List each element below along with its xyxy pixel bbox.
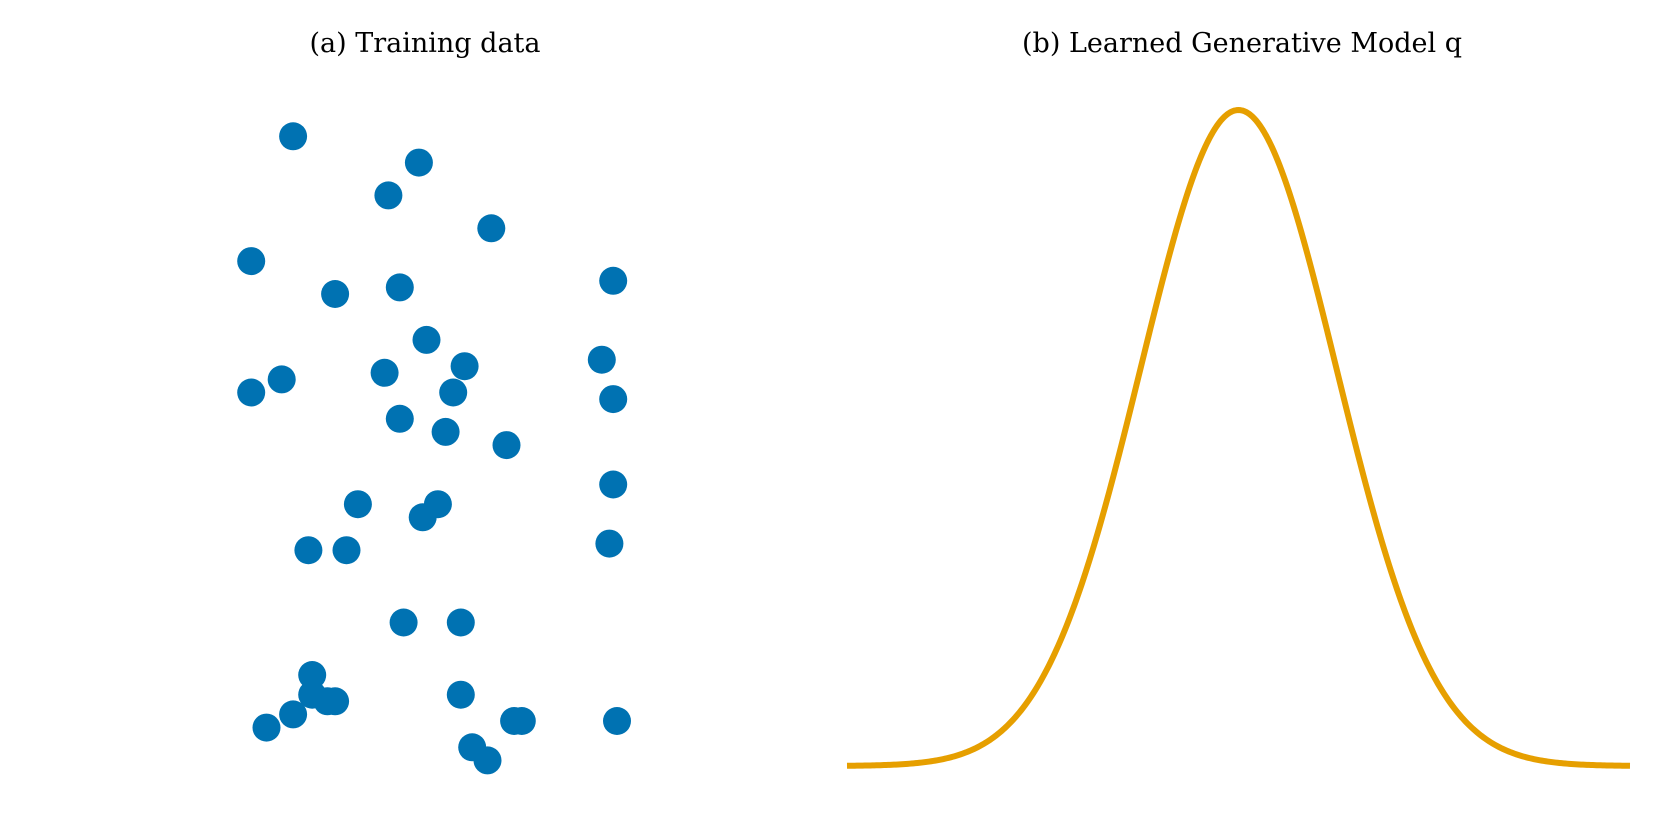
scatter-points <box>237 122 631 775</box>
data-point-26 <box>595 529 624 558</box>
data-point-14 <box>370 358 399 387</box>
data-point-35 <box>279 700 308 729</box>
data-point-24 <box>294 536 323 565</box>
data-point-18 <box>431 417 460 446</box>
density-curve <box>845 107 1632 769</box>
panel-a-title: (a) Training data <box>309 28 540 59</box>
data-point-33 <box>446 680 475 709</box>
data-point-12 <box>237 378 266 407</box>
data-point-16 <box>599 385 628 414</box>
data-point-40 <box>473 746 502 775</box>
data-point-10 <box>450 352 479 381</box>
data-point-25 <box>332 536 361 565</box>
data-point-9 <box>412 325 441 354</box>
panel-b-title: (b) Learned Generative Model q <box>1022 28 1462 59</box>
data-point-3 <box>374 181 403 210</box>
data-point-23 <box>423 490 452 519</box>
data-point-5 <box>237 247 266 276</box>
data-point-15 <box>439 378 468 407</box>
data-point-13 <box>267 365 296 394</box>
data-point-11 <box>587 345 616 374</box>
data-point-19 <box>492 431 521 460</box>
data-point-32 <box>321 687 350 716</box>
data-point-21 <box>343 490 372 519</box>
data-point-34 <box>252 713 281 742</box>
data-point-1 <box>279 122 308 151</box>
data-point-8 <box>385 273 414 302</box>
data-point-6 <box>599 266 628 295</box>
data-point-2 <box>404 148 433 177</box>
data-point-27 <box>389 608 418 637</box>
data-point-29 <box>298 661 327 689</box>
data-point-38 <box>603 707 631 735</box>
data-point-4 <box>477 214 506 243</box>
data-point-17 <box>385 404 414 433</box>
data-point-20 <box>599 470 628 499</box>
data-point-7 <box>321 280 350 308</box>
panel-generative-model: (b) Learned Generative Model q <box>845 28 1632 769</box>
data-point-28 <box>446 608 475 637</box>
panel-training-data: (a) Training data <box>237 28 631 775</box>
data-point-37 <box>507 707 536 735</box>
